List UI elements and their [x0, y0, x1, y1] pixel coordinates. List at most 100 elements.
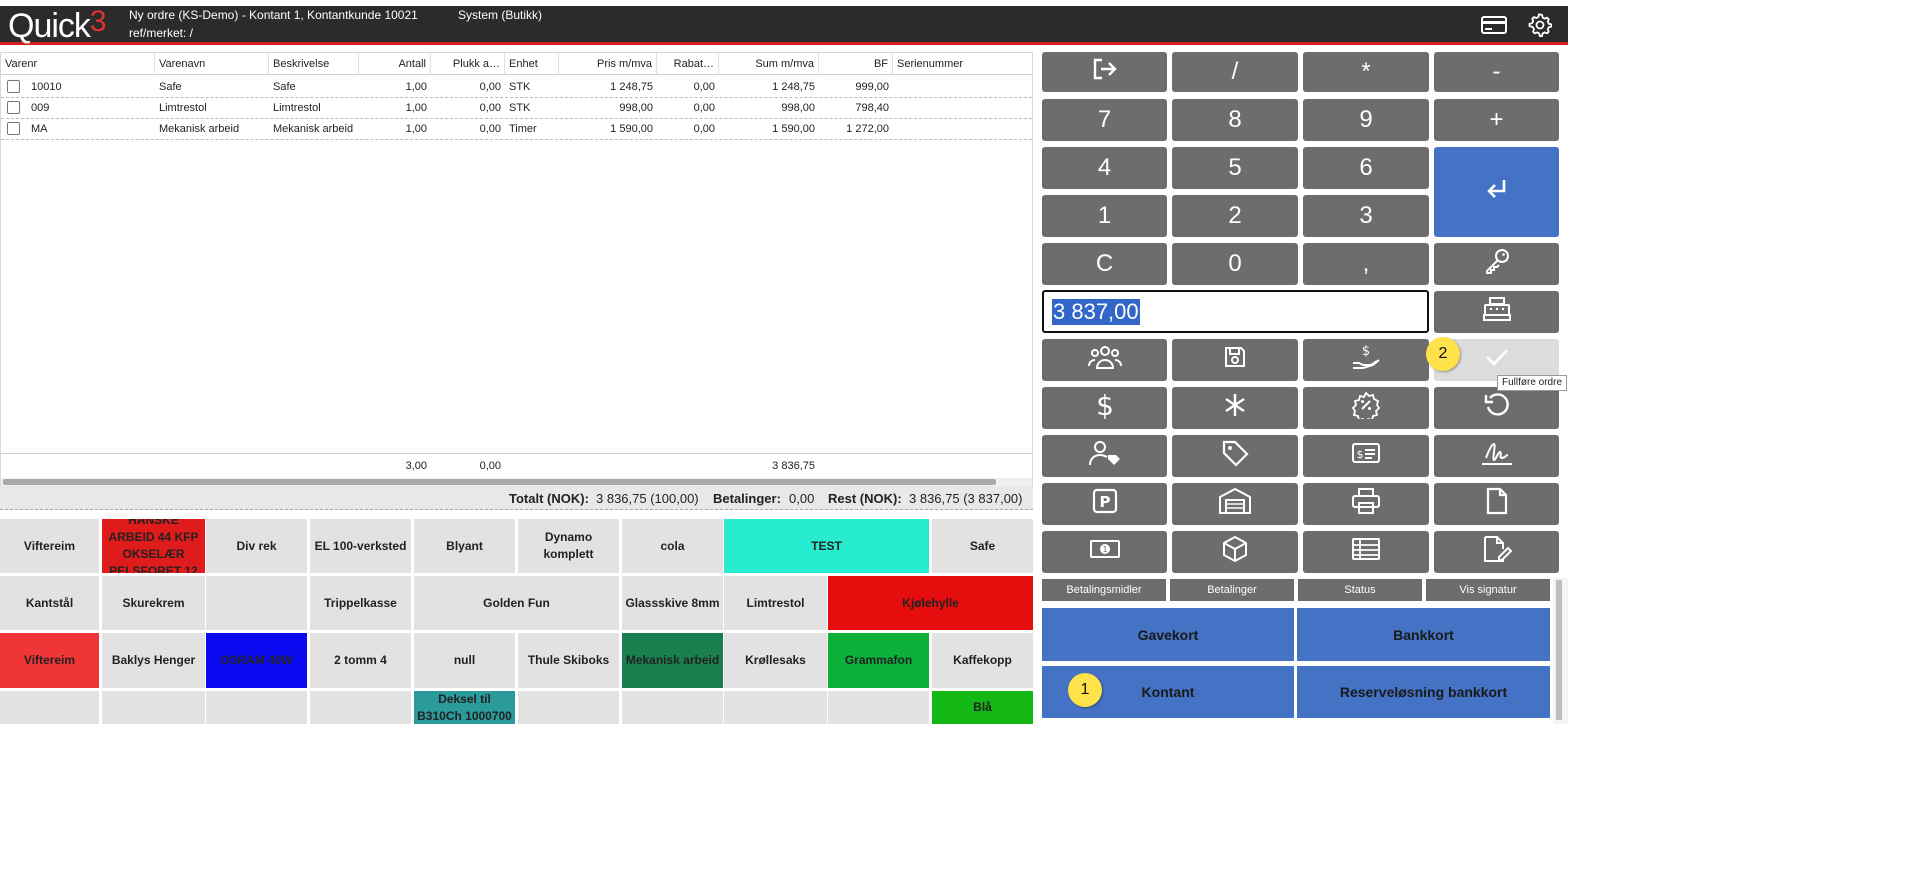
col-beskrivelse[interactable]: Beskrivelse	[269, 53, 359, 75]
key-0[interactable]: 0	[1172, 243, 1298, 285]
enter-key[interactable]	[1434, 147, 1559, 237]
row-checkbox[interactable]	[7, 101, 20, 114]
payment-bankkort[interactable]: Bankkort	[1297, 608, 1550, 661]
col-enhet[interactable]: Enhet	[505, 53, 559, 75]
tab-vis-signatur[interactable]: Vis signatur	[1426, 579, 1550, 601]
col-bf[interactable]: BF	[819, 53, 893, 75]
tab-betalingsmidler[interactable]: Betalingsmidler	[1042, 579, 1166, 601]
banknote-button[interactable]: 1	[1042, 531, 1167, 573]
quick-item-tile[interactable]: Krøllesaks	[724, 633, 827, 688]
quick-item-tile[interactable]: Kjølehylle	[828, 576, 1033, 630]
amount-input[interactable]: 3 837,00	[1042, 290, 1429, 333]
key-6[interactable]: 6	[1303, 147, 1429, 189]
tab-status[interactable]: Status	[1298, 579, 1422, 601]
quick-item-tile[interactable]: Grammafon	[828, 633, 929, 688]
logout-key[interactable]	[1042, 52, 1167, 92]
quick-item-tile[interactable]: 2 tomm 4	[310, 633, 411, 688]
printer-button[interactable]	[1303, 483, 1429, 525]
quick-item-tile[interactable]: OSRAM 40W	[206, 633, 307, 688]
quick-item-tile[interactable]: Baklys Henger	[102, 633, 205, 688]
table-list-button[interactable]	[1303, 531, 1429, 573]
quick-item-tile[interactable]: Thule Skiboks	[518, 633, 619, 688]
quick-item-tile[interactable]	[0, 691, 99, 724]
col-pris[interactable]: Pris m/mva	[559, 53, 657, 75]
quick-item-tile[interactable]: Viftereim	[0, 519, 99, 573]
col-antall[interactable]: Antall	[359, 53, 431, 75]
col-sum[interactable]: Sum m/mva	[719, 53, 819, 75]
key-1[interactable]: 1	[1042, 195, 1167, 237]
cash-register-button[interactable]	[1434, 291, 1559, 333]
payment-terminal-icon[interactable]	[1480, 12, 1508, 38]
dollar-button[interactable]: $	[1042, 387, 1167, 429]
discount-badge-button[interactable]	[1303, 387, 1429, 429]
key-clear[interactable]: C	[1042, 243, 1167, 285]
undo-button[interactable]	[1434, 387, 1559, 429]
quick-item-tile[interactable]: Safe	[932, 519, 1033, 573]
key-8[interactable]: 8	[1172, 99, 1298, 141]
col-serienummer[interactable]: Serienummer	[897, 58, 964, 70]
key-3[interactable]: 3	[1303, 195, 1429, 237]
quick-item-tile[interactable]	[724, 691, 827, 724]
key-9[interactable]: 9	[1303, 99, 1429, 141]
key-2[interactable]: 2	[1172, 195, 1298, 237]
document-button[interactable]	[1434, 483, 1559, 525]
quick-item-tile[interactable]: Trippelkasse	[310, 576, 411, 630]
payment-gavekort[interactable]: Gavekort	[1042, 608, 1294, 661]
quick-item-tile[interactable]: null	[414, 633, 515, 688]
quick-item-tile[interactable]	[518, 691, 619, 724]
row-checkbox[interactable]	[7, 122, 20, 135]
quick-item-tile[interactable]: Kaffekopp	[932, 633, 1033, 688]
key-5[interactable]: 5	[1172, 147, 1298, 189]
quick-item-tile[interactable]: Golden Fun	[414, 576, 619, 630]
order-line-row[interactable]: MA Mekanisk arbeid Mekanisk arbeid 1,00 …	[1, 119, 1032, 140]
quick-item-tile[interactable]	[622, 691, 723, 724]
quick-item-tile[interactable]: Kantstål	[0, 576, 99, 630]
id-card-button[interactable]: $	[1303, 435, 1429, 477]
parking-button[interactable]: P	[1042, 483, 1167, 525]
col-varenavn[interactable]: Varenavn	[155, 53, 269, 75]
quick-item-tile[interactable]: HANSKE ARBEID 44 KFP OKSELÆR PELSFORET 1…	[102, 519, 205, 573]
quick-item-tile[interactable]: Blå	[932, 691, 1033, 724]
quick-item-tile[interactable]: Skurekrem	[102, 576, 205, 630]
settings-gear-icon[interactable]	[1526, 12, 1554, 38]
cash-in-hand-button[interactable]: $	[1303, 339, 1429, 381]
key-button[interactable]	[1434, 243, 1559, 285]
horizontal-scrollbar[interactable]	[1, 478, 1032, 486]
key-divide[interactable]: /	[1172, 52, 1298, 92]
customers-button[interactable]	[1042, 339, 1167, 381]
key-plus[interactable]: +	[1434, 99, 1559, 141]
row-checkbox[interactable]	[7, 80, 20, 93]
order-line-row[interactable]: 009 Limtrestol Limtrestol 1,00 0,00 STK …	[1, 98, 1032, 119]
quick-item-tile[interactable]: Div rek	[206, 519, 307, 573]
scrollbar-thumb[interactable]	[3, 479, 996, 485]
quick-item-tile[interactable]	[102, 691, 205, 724]
customer-tag-button[interactable]	[1042, 435, 1167, 477]
quick-item-tile[interactable]: cola	[622, 519, 723, 573]
key-comma[interactable]: ,	[1303, 243, 1429, 285]
key-4[interactable]: 4	[1042, 147, 1167, 189]
quick-item-tile[interactable]: TEST	[724, 519, 929, 573]
order-line-row[interactable]: 10010 Safe Safe 1,00 0,00 STK 1 248,75 0…	[1, 77, 1032, 98]
tab-betalinger[interactable]: Betalinger	[1170, 579, 1294, 601]
col-rabatt[interactable]: Rabat…	[657, 53, 719, 75]
key-7[interactable]: 7	[1042, 99, 1167, 141]
quick-item-tile[interactable]	[206, 576, 307, 630]
payment-scrollbar[interactable]	[1553, 578, 1568, 724]
scrollbar-thumb[interactable]	[1556, 580, 1562, 720]
save-button[interactable]	[1172, 339, 1298, 381]
col-varenr[interactable]: Varenr	[1, 53, 155, 75]
warehouse-button[interactable]	[1172, 483, 1298, 525]
quick-item-tile[interactable]	[310, 691, 411, 724]
key-minus[interactable]: -	[1434, 52, 1559, 92]
col-plukk[interactable]: Plukk a…	[431, 53, 505, 75]
quick-item-tile[interactable]: EL 100-verksted	[310, 519, 411, 573]
edit-document-button[interactable]	[1434, 531, 1559, 573]
asterisk-button[interactable]	[1172, 387, 1298, 429]
price-tag-button[interactable]	[1172, 435, 1298, 477]
quick-item-tile[interactable]: Deksel til B310Ch 1000700	[414, 691, 515, 724]
box-button[interactable]	[1172, 531, 1298, 573]
quick-item-tile[interactable]: Blyant	[414, 519, 515, 573]
key-multiply[interactable]: *	[1303, 52, 1429, 92]
quick-item-tile[interactable]: Limtrestol	[724, 576, 827, 630]
quick-item-tile[interactable]: Dynamo komplett	[518, 519, 619, 573]
